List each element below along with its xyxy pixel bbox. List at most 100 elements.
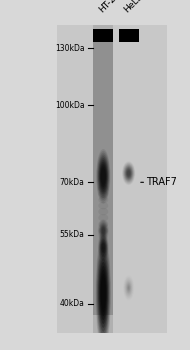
- Ellipse shape: [98, 250, 109, 336]
- Ellipse shape: [103, 246, 104, 248]
- Ellipse shape: [100, 163, 107, 189]
- Ellipse shape: [98, 220, 108, 242]
- Ellipse shape: [98, 208, 108, 215]
- Ellipse shape: [102, 228, 104, 233]
- FancyBboxPatch shape: [119, 25, 139, 332]
- FancyBboxPatch shape: [93, 40, 113, 315]
- Ellipse shape: [98, 234, 108, 259]
- Ellipse shape: [98, 254, 108, 332]
- Ellipse shape: [101, 242, 105, 252]
- Ellipse shape: [101, 274, 106, 312]
- Ellipse shape: [98, 185, 108, 193]
- Ellipse shape: [98, 232, 109, 261]
- Ellipse shape: [100, 266, 107, 320]
- Ellipse shape: [103, 289, 104, 297]
- Ellipse shape: [126, 281, 131, 295]
- Ellipse shape: [99, 162, 107, 191]
- Ellipse shape: [127, 171, 130, 176]
- Text: 40kDa: 40kDa: [60, 299, 85, 308]
- Ellipse shape: [102, 228, 105, 234]
- Ellipse shape: [98, 190, 108, 198]
- Ellipse shape: [123, 163, 134, 183]
- Ellipse shape: [100, 224, 106, 237]
- Ellipse shape: [102, 285, 104, 301]
- Ellipse shape: [98, 233, 108, 260]
- Ellipse shape: [102, 173, 104, 180]
- Text: 130kDa: 130kDa: [55, 44, 85, 52]
- Ellipse shape: [101, 225, 106, 236]
- Ellipse shape: [125, 167, 132, 180]
- Ellipse shape: [126, 282, 131, 294]
- Text: 70kDa: 70kDa: [60, 178, 85, 187]
- Ellipse shape: [97, 153, 109, 200]
- Ellipse shape: [124, 165, 133, 181]
- FancyBboxPatch shape: [93, 25, 113, 332]
- Ellipse shape: [98, 196, 108, 204]
- Ellipse shape: [102, 171, 105, 182]
- Ellipse shape: [100, 224, 107, 238]
- Ellipse shape: [128, 173, 129, 174]
- Ellipse shape: [127, 285, 130, 290]
- Ellipse shape: [123, 164, 134, 183]
- Ellipse shape: [98, 156, 108, 196]
- Ellipse shape: [96, 239, 110, 347]
- Ellipse shape: [101, 169, 105, 183]
- Ellipse shape: [128, 172, 130, 175]
- Ellipse shape: [99, 160, 108, 193]
- Ellipse shape: [127, 170, 130, 176]
- Ellipse shape: [103, 230, 104, 231]
- Ellipse shape: [100, 238, 107, 256]
- Ellipse shape: [125, 279, 133, 297]
- Ellipse shape: [126, 283, 131, 293]
- Ellipse shape: [102, 243, 105, 251]
- Ellipse shape: [99, 258, 108, 328]
- Ellipse shape: [125, 166, 133, 180]
- Ellipse shape: [102, 281, 105, 304]
- Ellipse shape: [101, 278, 105, 308]
- Ellipse shape: [102, 244, 104, 250]
- Ellipse shape: [99, 235, 108, 258]
- Ellipse shape: [98, 158, 108, 194]
- Bar: [119, 29, 139, 42]
- Ellipse shape: [101, 226, 105, 235]
- Ellipse shape: [98, 219, 109, 242]
- Text: 100kDa: 100kDa: [55, 100, 85, 110]
- Ellipse shape: [126, 169, 131, 177]
- Ellipse shape: [98, 202, 108, 209]
- Ellipse shape: [98, 214, 108, 222]
- Ellipse shape: [125, 280, 132, 296]
- Ellipse shape: [97, 154, 109, 198]
- Ellipse shape: [101, 241, 105, 253]
- Text: 55kDa: 55kDa: [60, 230, 85, 239]
- Ellipse shape: [97, 246, 109, 340]
- Text: HeLa: HeLa: [122, 0, 145, 14]
- Ellipse shape: [99, 236, 107, 258]
- Ellipse shape: [122, 161, 135, 185]
- Ellipse shape: [126, 168, 131, 178]
- Ellipse shape: [99, 222, 107, 239]
- Ellipse shape: [96, 149, 110, 203]
- Ellipse shape: [100, 237, 107, 257]
- Ellipse shape: [98, 227, 108, 235]
- Ellipse shape: [100, 223, 107, 238]
- Ellipse shape: [125, 280, 132, 295]
- Ellipse shape: [103, 174, 104, 178]
- Bar: [93, 29, 113, 42]
- Ellipse shape: [101, 240, 106, 253]
- Text: TRAF7: TRAF7: [141, 177, 177, 187]
- Ellipse shape: [124, 164, 134, 182]
- Ellipse shape: [97, 243, 110, 343]
- Ellipse shape: [101, 167, 106, 185]
- Ellipse shape: [126, 168, 132, 179]
- Ellipse shape: [98, 220, 108, 228]
- Ellipse shape: [103, 229, 104, 232]
- Ellipse shape: [103, 245, 104, 248]
- Ellipse shape: [101, 165, 106, 187]
- Ellipse shape: [101, 227, 105, 235]
- Ellipse shape: [98, 220, 108, 241]
- Ellipse shape: [99, 221, 108, 240]
- Ellipse shape: [128, 286, 129, 289]
- Ellipse shape: [123, 162, 135, 184]
- Ellipse shape: [97, 151, 110, 202]
- Ellipse shape: [128, 287, 129, 289]
